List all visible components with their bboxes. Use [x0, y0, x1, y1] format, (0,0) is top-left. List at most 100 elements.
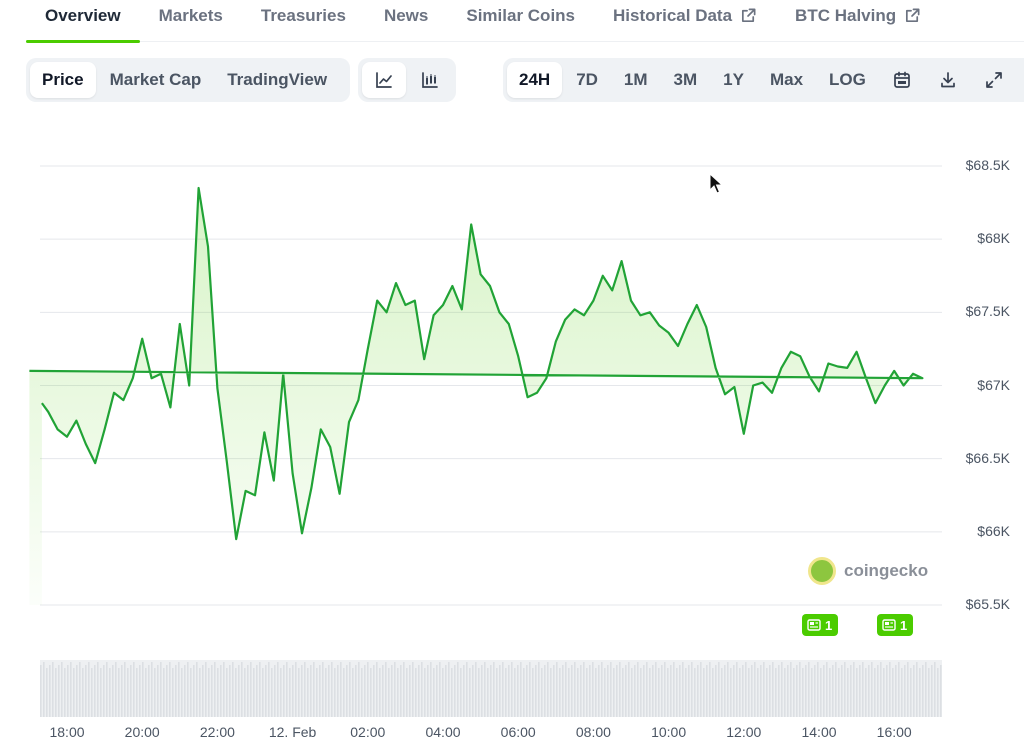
- volume-bar: [193, 665, 195, 717]
- volume-bar: [64, 668, 66, 717]
- volume-bar: [799, 662, 801, 717]
- volume-bar: [706, 665, 708, 717]
- volume-bar: [187, 662, 189, 717]
- volume-bar: [262, 668, 264, 717]
- volume-bar: [466, 662, 468, 717]
- volume-bar: [280, 668, 282, 717]
- x-axis-tick-label: 12. Feb: [268, 724, 317, 740]
- tab-overview[interactable]: Overview: [26, 0, 140, 43]
- volume-bar: [469, 668, 471, 717]
- volume-bar: [358, 662, 360, 717]
- volume-bar: [667, 668, 669, 717]
- volume-bar: [403, 662, 405, 717]
- volume-bar: [856, 668, 858, 717]
- y-axis-tick-label: $65.5K: [965, 596, 1010, 612]
- volume-bar: [922, 665, 924, 717]
- volume-bar: [895, 665, 897, 717]
- volume-bar: [814, 665, 816, 717]
- volume-bar: [562, 665, 564, 717]
- volume-bar: [238, 665, 240, 717]
- volume-bar: [598, 665, 600, 717]
- range-1m-button[interactable]: 1M: [623, 70, 648, 89]
- volume-bar: [655, 662, 657, 717]
- tab-btc-halving[interactable]: BTC Halving: [776, 0, 940, 42]
- volume-bar: [631, 668, 633, 717]
- volume-bar: [289, 668, 291, 717]
- volume-bar: [796, 665, 798, 717]
- external-link-icon: [742, 8, 756, 23]
- volume-bar: [727, 662, 729, 717]
- volume-bar: [685, 668, 687, 717]
- market-cap-button[interactable]: Market Cap: [109, 70, 202, 89]
- volume-bar: [214, 662, 216, 717]
- volume-bar: [424, 668, 426, 717]
- volume-bar: [517, 665, 519, 717]
- volume-bar: [394, 662, 396, 717]
- range-1y-button[interactable]: 1Y: [723, 70, 744, 89]
- tab-news[interactable]: News: [365, 0, 447, 42]
- volume-bar: [865, 668, 867, 717]
- tab-markets[interactable]: Markets: [140, 0, 242, 42]
- volume-bar: [244, 668, 246, 717]
- volume-bar: [544, 665, 546, 717]
- volume-bar: [175, 665, 177, 717]
- fullscreen-button[interactable]: [972, 62, 1016, 98]
- calendar-button[interactable]: [880, 62, 924, 98]
- volume-bar: [313, 662, 315, 717]
- volume-bar: [757, 668, 759, 717]
- volume-bar: [880, 662, 882, 717]
- volume-bar: [442, 668, 444, 717]
- volume-bar: [67, 665, 69, 717]
- volume-bar: [352, 668, 354, 717]
- volume-bar: [694, 668, 696, 717]
- candlestick-button[interactable]: [408, 62, 452, 98]
- volume-bar: [841, 665, 843, 717]
- volume-bar: [571, 665, 573, 717]
- volume-bar: [670, 665, 672, 717]
- volume-bar: [400, 665, 402, 717]
- tradingview-button[interactable]: TradingView: [227, 70, 328, 89]
- volume-bar: [286, 662, 288, 717]
- tab-treasuries[interactable]: Treasuries: [242, 0, 365, 42]
- volume-bar: [658, 668, 660, 717]
- range-3m-button[interactable]: 3M: [673, 70, 698, 89]
- volume-bar: [430, 662, 432, 717]
- volume-bar: [907, 662, 909, 717]
- volume-bar: [397, 668, 399, 717]
- tab-historical-data[interactable]: Historical Data: [594, 0, 776, 42]
- volume-bar: [457, 662, 459, 717]
- volume-bar: [520, 662, 522, 717]
- line-chart-button[interactable]: [362, 62, 406, 98]
- volume-bar: [484, 662, 486, 717]
- download-button[interactable]: [926, 62, 970, 98]
- volume-bar: [700, 662, 702, 717]
- mouse-cursor-icon: [709, 173, 723, 194]
- volume-bar: [610, 662, 612, 717]
- volume-bar: [643, 665, 645, 717]
- volume-bar: [157, 665, 159, 717]
- volume-bar: [499, 665, 501, 717]
- volume-bar: [373, 665, 375, 717]
- volume-bar: [58, 665, 60, 717]
- range-7d-button[interactable]: 7D: [576, 70, 598, 89]
- volume-bar: [292, 665, 294, 717]
- news-badge[interactable]: 1: [877, 614, 914, 636]
- volume-bar: [766, 668, 768, 717]
- news-badge[interactable]: 1: [802, 614, 839, 636]
- y-axis-tick-label: $68K: [977, 230, 1010, 247]
- price-button[interactable]: Price: [30, 62, 96, 98]
- tab-similar-coins[interactable]: Similar Coins: [447, 0, 594, 42]
- volume-bar: [406, 668, 408, 717]
- volume-bar: [388, 668, 390, 717]
- range-max-button[interactable]: Max: [769, 70, 804, 89]
- volume-bar: [751, 665, 753, 717]
- volume-bar: [595, 668, 597, 717]
- log-scale-button[interactable]: LOG: [829, 70, 866, 89]
- price-chart[interactable]: [0, 140, 1024, 744]
- volume-bar: [211, 665, 213, 717]
- volume-bar: [121, 665, 123, 717]
- volume-bar: [265, 665, 267, 717]
- volume-bar: [124, 662, 126, 717]
- range-24h-button[interactable]: 24H: [507, 62, 563, 98]
- volume-bar: [529, 662, 531, 717]
